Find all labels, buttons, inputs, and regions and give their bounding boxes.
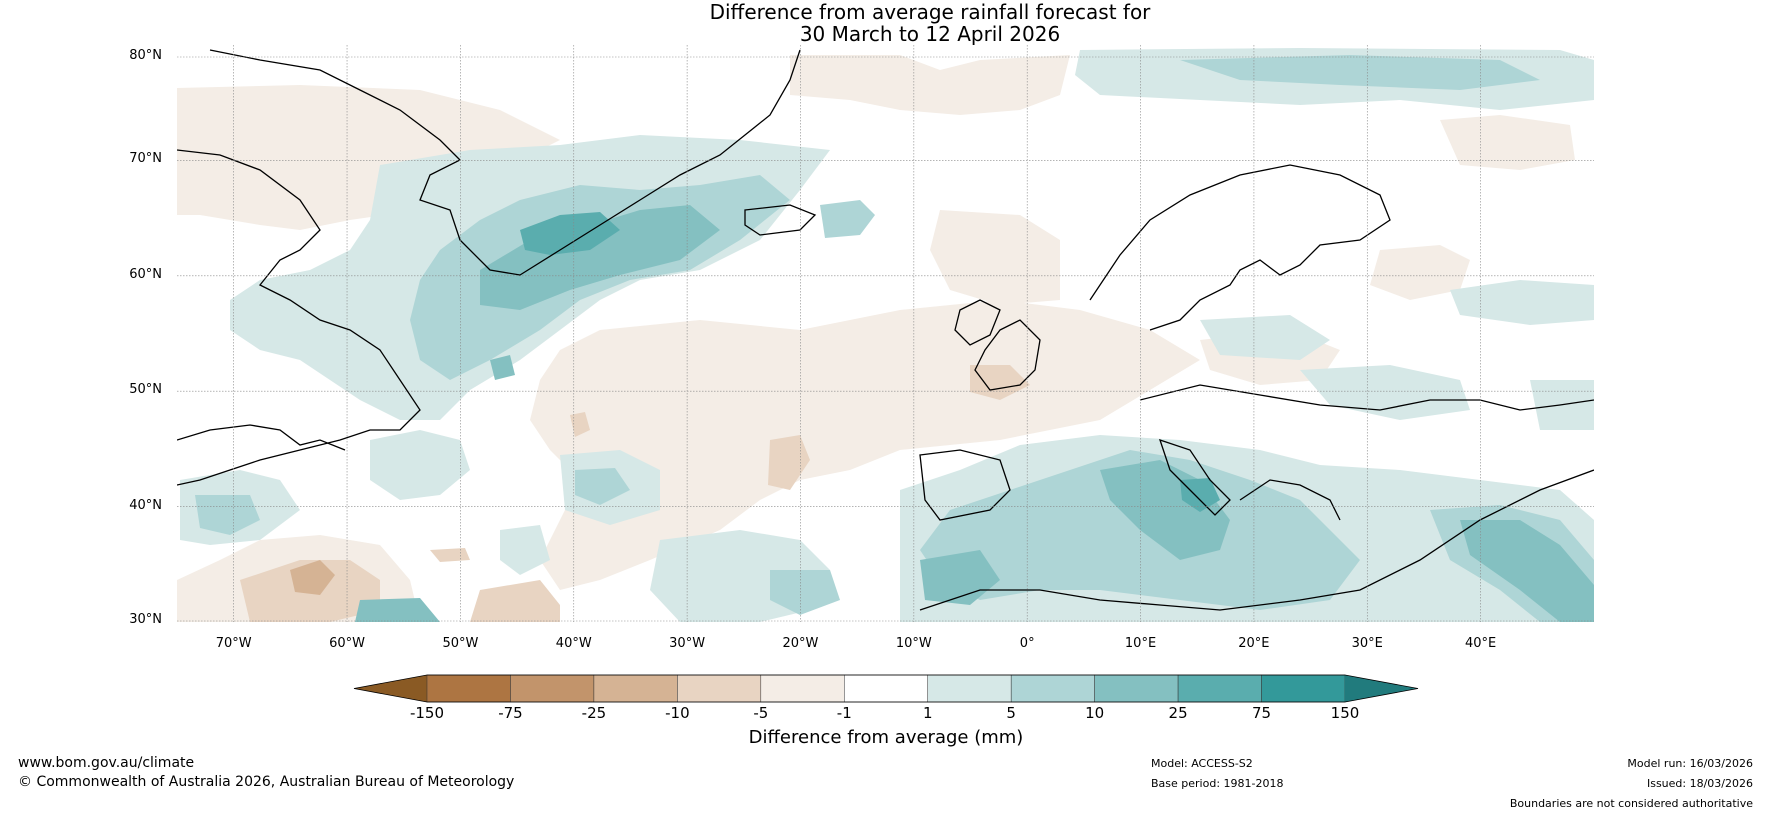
longitude-label: 40°W [555,636,592,651]
colorbar-segment [1094,674,1179,703]
colorbar-segment [510,674,595,703]
above-average-regions [180,48,1594,622]
latitude-label: 60°N [129,266,162,282]
colorbar-segment [1261,674,1346,703]
model-text: Model: ACCESS-S2 [1151,757,1253,770]
base-period-text: Base period: 1981-2018 [1151,777,1284,790]
longitude-label: 0° [1019,636,1035,651]
longitude-label: 20°E [1238,636,1270,651]
colorbar-tick-label: -1 [836,704,852,722]
latitude-label: 80°N [129,48,162,63]
colorbar-title: Difference from average (mm) [748,727,1024,748]
colorbar-segment [593,674,678,703]
colorbar-tick-label: -25 [581,704,607,722]
longitude-label: 10°E [1124,636,1157,651]
colorbar-tick-label: -75 [498,704,523,722]
map-title-line-1: Difference from average rainfall forecas… [709,0,1151,24]
copyright-text: © Commonwealth of Australia 2026, Austra… [18,774,515,790]
colorbar-tick-label: 5 [1006,704,1016,722]
colorbar-extend-high [1345,675,1418,702]
colorbar-segment [1010,674,1095,703]
model-run-text: Model run: 16/03/2026 [1627,757,1753,770]
longitude-label: 70°W [215,636,252,651]
website-link[interactable]: www.bom.gov.au/climate [18,755,195,771]
colorbar-segment [677,674,762,703]
colorbar-tick-label: -10 [665,704,690,722]
colorbar-segment [760,674,845,703]
colorbar-tick-label: -150 [409,704,445,722]
coastlines [177,49,1594,611]
colorbar-extend-low [354,675,427,702]
latitude-label: 50°N [129,382,162,398]
colorbar-tick-label: -5 [753,704,769,722]
colorbar-segment [426,674,511,703]
latitude-label: 30°N [129,612,162,627]
colorbar-outline [353,674,1419,703]
longitude-label: 10°W [895,636,932,651]
colorbar-segment [927,674,1012,703]
colorbar-tick-label: 150 [1330,704,1360,722]
colorbar-tick-label: 10 [1085,704,1105,722]
latitude-label: 40°N [129,497,162,513]
longitude-label: 60°W [329,636,365,651]
colorbar-segment [844,674,928,703]
latitude-label: 70°N [129,151,162,167]
longitude-label: 20°W [782,636,819,651]
colorbar-tick-label: 1 [922,704,933,722]
issued-text: Issued: 18/03/2026 [1646,777,1753,790]
map-title-line-2: 30 March to 12 April 2026 [799,22,1061,46]
map-plot-area [177,45,1594,622]
colorbar [353,674,1419,703]
longitude-label: 50°W [442,636,479,651]
colorbar-tick-label: 25 [1168,704,1188,722]
graticule [177,45,1594,622]
disclaimer-text: Boundaries are not considered authoritat… [1509,797,1753,810]
colorbar-segment [1177,674,1262,703]
longitude-label: 40°E [1464,636,1497,651]
longitude-label: 30°E [1351,636,1383,651]
colorbar-tick-label: 75 [1251,704,1272,722]
longitude-label: 30°W [669,636,706,651]
